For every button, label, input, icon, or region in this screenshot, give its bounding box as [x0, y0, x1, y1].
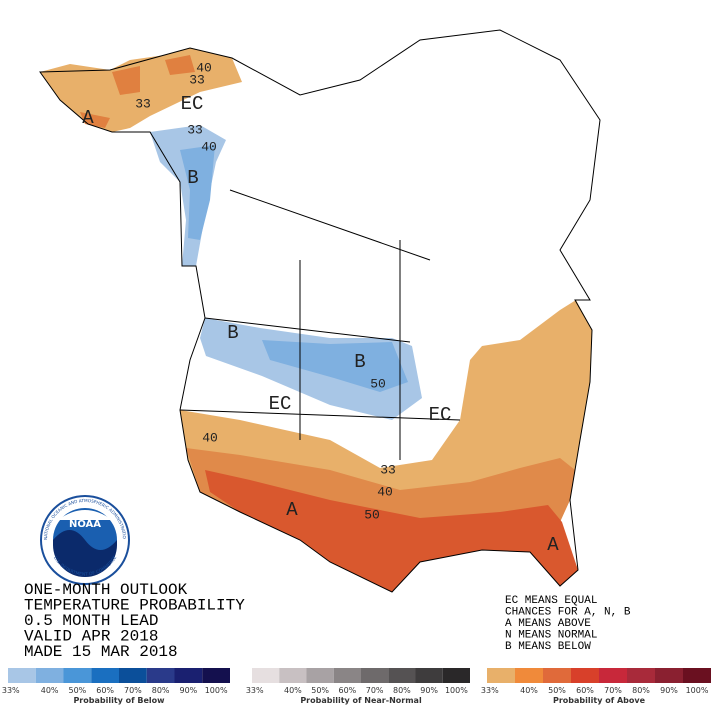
map-label: 33 [187, 122, 203, 137]
legend-tick-label: 70% [366, 686, 384, 695]
title-line: MADE 15 MAR 2018 [24, 643, 178, 661]
legend-swatch [8, 668, 36, 683]
legend-swatch [415, 668, 443, 683]
legend-tick-label: 80% [152, 686, 170, 695]
legend-swatch [543, 668, 571, 683]
legend-swatch [683, 668, 711, 683]
legend-swatch [515, 668, 543, 683]
legend-tick-label: 60% [338, 686, 356, 695]
map-label: 40 [201, 139, 217, 154]
map-label: EC [269, 393, 292, 415]
below-area [180, 145, 215, 240]
map-label: A [82, 107, 94, 129]
logo-name: NOAA [69, 519, 101, 530]
logo-bird [58, 510, 112, 520]
map-label: EC [429, 404, 452, 426]
legend-swatch [333, 668, 361, 683]
legend-tick-label: 33% [2, 686, 20, 695]
legend-tick-label: 50% [548, 686, 566, 695]
above-area [205, 470, 578, 592]
title-line: VALID APR 2018 [24, 628, 158, 646]
below-area [262, 340, 408, 392]
legend-tick-label: 60% [96, 686, 114, 695]
legend-tick-label: 60% [576, 686, 594, 695]
legend-swatch [655, 668, 683, 683]
legend-swatch [35, 668, 64, 683]
legend-tick-label: 50% [68, 686, 86, 695]
boundaries [179, 189, 461, 460]
coastline [39, 29, 601, 593]
title-line: TEMPERATURE PROBABILITY [24, 597, 245, 615]
legend-tick-label: 100% [205, 686, 228, 695]
legend-tick-label: 33% [481, 686, 499, 695]
legend-tick-label: 90% [179, 686, 197, 695]
map-label: 33 [135, 96, 151, 111]
legend-swatch [174, 668, 203, 683]
legend-swatch [627, 668, 655, 683]
map-label: 50 [364, 507, 380, 522]
legend-swatch [202, 668, 230, 683]
legend-tick-label: 70% [124, 686, 142, 695]
map-label: 40 [196, 60, 212, 75]
key-line: N MEANS NORMAL [505, 630, 597, 642]
legend-swatch [487, 668, 515, 683]
legend-swatch [63, 668, 92, 683]
legend-tick-label: 40% [520, 686, 538, 695]
legend-caption: Probability of Below [73, 696, 165, 705]
legend-swatch [91, 668, 119, 683]
legend-tick-label: 40% [284, 686, 302, 695]
key-line: EC MEANS EQUAL [505, 595, 597, 607]
legend-tick-label: 70% [604, 686, 622, 695]
map-label: A [547, 534, 559, 556]
legend-tick-label: 33% [246, 686, 264, 695]
key-line: B MEANS BELOW [505, 641, 591, 653]
legend-swatch [442, 668, 470, 683]
legend-tick-label: 90% [660, 686, 678, 695]
above-area [80, 55, 195, 128]
legend-swatch [146, 668, 175, 683]
map-label: B [187, 167, 198, 189]
legend-tick-label: 100% [686, 686, 709, 695]
legend-swatch [388, 668, 416, 683]
legend-swatch [119, 668, 147, 683]
map-label: B [354, 351, 365, 373]
map-label: A [286, 499, 298, 521]
legend-tick-label: 90% [420, 686, 438, 695]
map-label: 40 [377, 484, 393, 499]
map-label: 33 [380, 462, 396, 477]
legend-tick-label: 40% [41, 686, 59, 695]
legend-swatch [252, 668, 280, 683]
title-line: ONE-MONTH OUTLOOK [24, 581, 188, 599]
legend-swatch [599, 668, 627, 683]
legend-tick-label: 80% [632, 686, 650, 695]
legend-swatch [279, 668, 307, 683]
legend-swatch [571, 668, 599, 683]
legend-tick-label: 50% [311, 686, 329, 695]
legend-caption: Probability of Near-Normal [300, 696, 422, 705]
legend-caption: Probability of Above [553, 696, 646, 705]
key-line: CHANCES FOR A, N, B [505, 607, 631, 619]
legend-swatch [361, 668, 389, 683]
map-label: EC [181, 93, 204, 115]
key-line: A MEANS ABOVE [505, 618, 591, 630]
legend-swatch [306, 668, 334, 683]
map-label: 33 [189, 72, 205, 87]
map-label: 50 [370, 376, 386, 391]
legend-tick-label: 80% [393, 686, 411, 695]
map-label: 40 [202, 430, 218, 445]
legend-tick-label: 100% [445, 686, 468, 695]
map-label: B [227, 322, 238, 344]
logo-wave [53, 530, 117, 577]
title-line: 0.5 MONTH LEAD [24, 612, 158, 630]
